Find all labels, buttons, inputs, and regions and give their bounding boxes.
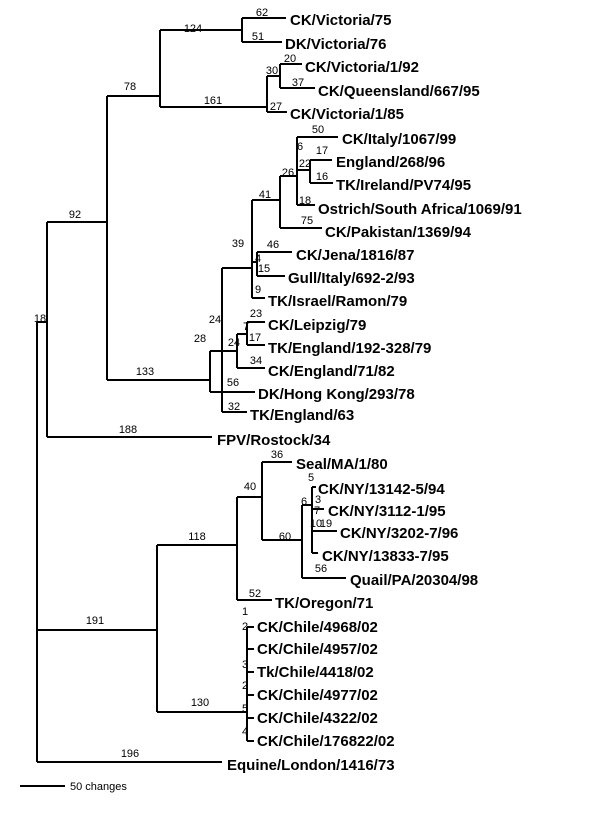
leaf-label: TK/Oregon/71 [275,595,373,612]
branch-label: 17 [316,145,328,157]
branch-label: 3 [242,659,248,671]
branch-label: 23 [250,308,262,320]
branch-label: 34 [250,355,262,367]
branch-label: 28 [194,333,206,345]
branch-label: 39 [232,238,244,250]
branch-label: 30 [266,65,278,77]
leaf-label: CK/Leipzig/79 [268,317,366,334]
leaf-label: Equine/London/1416/73 [227,757,395,774]
leaf-label: FPV/Rostock/34 [217,432,331,449]
branch-label: 40 [244,481,256,493]
leaf-label: DK/Victoria/76 [285,36,386,53]
leaf-label: CK/Chile/4322/02 [257,710,378,727]
branch-label: 15 [258,263,270,275]
branch-label: 191 [86,615,104,627]
branch-label: 133 [136,366,154,378]
branch-label: 20 [284,53,296,65]
branch-label: 7 [314,505,320,517]
branch-label: 2 [242,680,248,692]
branch-label: 7 [243,321,249,333]
branch-label: 5 [308,472,314,484]
branch-label: 6 [297,141,303,153]
leaf-label: CK/Chile/176822/02 [257,733,395,750]
branch-label: 18 [299,195,311,207]
branch-label: 92 [69,209,81,221]
branch-label: 4 [255,253,261,265]
branch-label: 2 [242,621,248,633]
branch-label: 1 [242,606,248,618]
leaf-label: Tk/Chile/4418/02 [257,664,374,681]
leaf-label: Gull/Italy/692-2/93 [288,270,415,287]
leaf-label: CK/NY/3112-1/95 [328,503,446,520]
leaf-label: England/268/96 [336,154,445,171]
scale-label: 50 changes [70,781,127,793]
branch-label: 18 [34,313,46,325]
branch-label: 62 [256,7,268,19]
branch-label: 37 [292,77,304,89]
branch-label: 52 [249,588,261,600]
branch-label: 196 [121,748,139,760]
leaf-label: CK/Chile/4957/02 [257,641,378,658]
branch-label: 22 [299,158,311,170]
branch-label: 5 [242,703,248,715]
leaf-label: CK/England/71/82 [268,363,395,380]
branch-label: 75 [301,215,313,227]
leaf-label: DK/Hong Kong/293/78 [258,386,415,403]
branch-label: 60 [279,531,291,543]
leaf-label: TK/England/63 [250,407,354,424]
branch-label: 118 [188,531,206,543]
tree-branches [36,17,346,763]
leaf-label: TK/Israel/Ramon/79 [268,293,407,310]
leaf-label: CK/Chile/4977/02 [257,687,378,704]
branch-label: 188 [119,424,137,436]
branch-label: 27 [270,101,282,113]
leaf-label: CK/Jena/1816/87 [296,247,414,264]
branch-label: 6 [301,496,307,508]
branch-label: 26 [282,167,294,179]
leaf-label: CK/NY/13833-7/95 [322,548,449,565]
leaf-label: CK/Victoria/1/85 [290,106,404,123]
branch-label: 51 [252,31,264,43]
leaf-label: CK/Queensland/667/95 [318,83,480,100]
leaf-label: Quail/PA/20304/98 [350,572,478,589]
branch-label: 124 [184,23,202,35]
leaf-label: TK/England/192-328/79 [268,340,431,357]
leaf-label: TK/Ireland/PV74/95 [336,177,471,194]
branch-label: 32 [228,401,240,413]
branch-label: 56 [315,563,327,575]
leaf-label: CK/NY/3202-7/96 [340,525,458,542]
branch-label: 36 [271,449,283,461]
branch-label: 19 [320,518,332,530]
branch-label: 56 [227,377,239,389]
branch-label: 24 [228,337,240,349]
leaf-label: CK/Pakistan/1369/94 [325,224,472,241]
branch-label: 4 [242,726,248,738]
leaf-label: CK/Italy/1067/99 [342,131,456,148]
branch-label: 46 [267,239,279,251]
branch-label: 50 [312,124,324,136]
leaf-label: CK/Chile/4968/02 [257,619,378,636]
branch-label: 3 [315,494,321,506]
branch-label: 41 [259,189,271,201]
branch-label: 24 [209,314,221,326]
leaf-label: Seal/MA/1/80 [296,456,388,473]
branch-label: 10 [310,518,322,530]
branch-label: 161 [204,95,222,107]
branch-label: 78 [124,81,136,93]
leaf-label: CK/Victoria/1/92 [305,59,419,76]
branch-label: 130 [191,697,209,709]
leaf-label: CK/NY/13142-5/94 [318,481,445,498]
branch-label: 16 [316,171,328,183]
branch-label: 9 [255,284,261,296]
leaf-label: CK/Victoria/75 [290,12,391,29]
branch-label: 17 [249,332,261,344]
leaf-label: Ostrich/South Africa/1069/91 [318,201,522,218]
